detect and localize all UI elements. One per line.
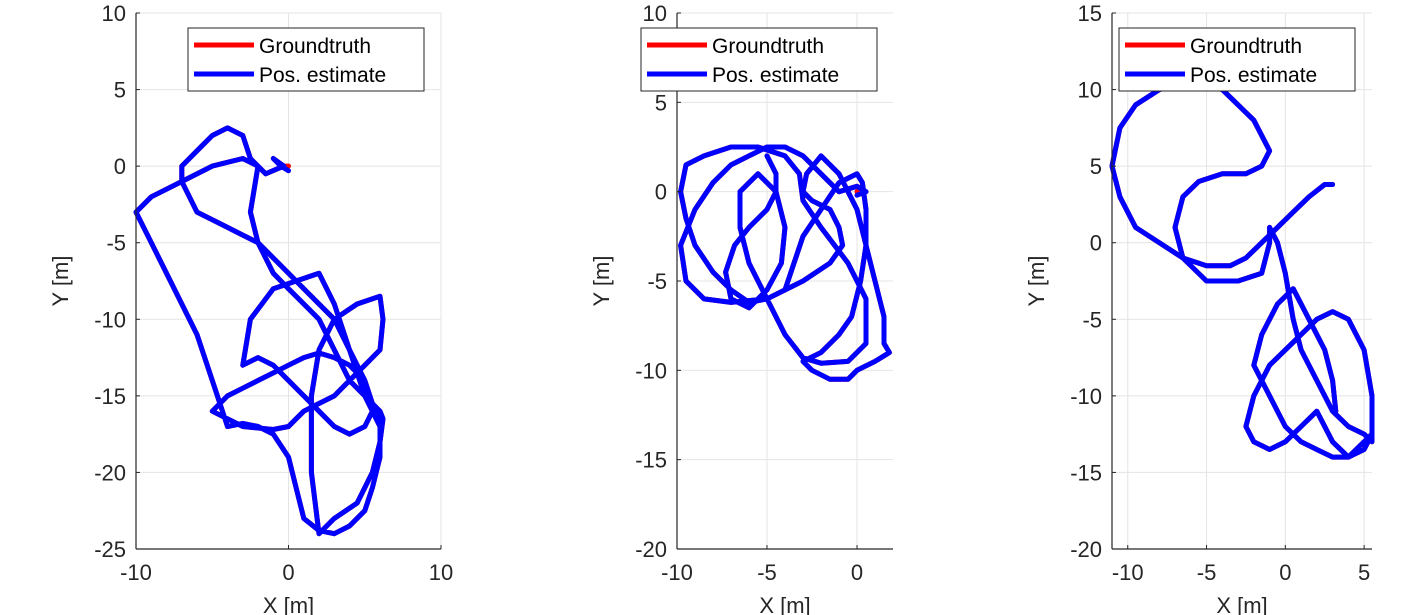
y-tick-label: -5 xyxy=(106,231,126,256)
legend-label: Groundtruth xyxy=(259,35,371,58)
y-tick-label: -20 xyxy=(635,537,667,562)
chart-panel-2: -10 -5 0 -20 -15 -10 -5 0 5 10 X [m] Y [m] Groundtru… xyxy=(589,1,893,615)
chart-panel-1: -10 0 10 -25 -20 -15 -10 -5 0 5 10 X [m] Y [m] Ground… xyxy=(48,1,453,615)
legend-label: Pos. estimate xyxy=(712,64,839,87)
y-tick-label: 5 xyxy=(114,78,126,103)
x-tick-label: 10 xyxy=(429,560,453,585)
legend-label: Pos. estimate xyxy=(259,64,386,87)
x-tick-label: -10 xyxy=(1112,560,1144,585)
legend: Groundtruth Pos. estimate xyxy=(640,27,878,92)
y-tick-label: -25 xyxy=(94,537,126,562)
x-tick-label: 5 xyxy=(1358,560,1370,585)
legend-label: Groundtruth xyxy=(1190,35,1302,58)
legend-label: Groundtruth xyxy=(712,35,824,58)
legend-box xyxy=(640,27,878,92)
x-tick-label: -10 xyxy=(120,560,152,585)
y-tick-label: 10 xyxy=(102,1,126,26)
y-tick-label: -10 xyxy=(94,307,126,332)
y-tick-label: -15 xyxy=(635,448,667,473)
x-tick-label: 0 xyxy=(282,560,294,585)
x-tick-label: 0 xyxy=(1279,560,1291,585)
y-tick-label: -10 xyxy=(635,358,667,383)
y-tick-label: 5 xyxy=(1090,154,1102,179)
legend-box xyxy=(187,27,425,92)
y-tick-label: 0 xyxy=(1090,231,1102,256)
y-axis-label: Y [m] xyxy=(589,256,614,307)
x-axis-label: X [m] xyxy=(263,593,314,615)
y-tick-label: -5 xyxy=(1082,307,1102,332)
y-tick-label: -20 xyxy=(1070,537,1102,562)
y-axis-label: Y [m] xyxy=(48,256,73,307)
x-tick-label: 0 xyxy=(851,560,863,585)
y-axis-label: Y [m] xyxy=(1024,256,1049,307)
y-tick-label: 0 xyxy=(114,154,126,179)
legend: Groundtruth Pos. estimate xyxy=(1118,27,1356,92)
y-tick-label: -10 xyxy=(1070,384,1102,409)
y-tick-label: -20 xyxy=(94,460,126,485)
y-tick-label: 5 xyxy=(655,90,667,115)
y-tick-label: -15 xyxy=(1070,460,1102,485)
series-line-pos-estimate xyxy=(133,125,386,537)
legend-box xyxy=(1118,27,1356,92)
legend: Groundtruth Pos. estimate xyxy=(187,27,425,92)
chart-panel-3: -10 -5 0 5 -20 -15 -10 -5 0 5 10 15 X [m] Y [m] Ground… xyxy=(1024,1,1375,615)
y-tick-label: -15 xyxy=(94,384,126,409)
x-tick-label: -10 xyxy=(661,560,693,585)
x-tick-label: -5 xyxy=(757,560,777,585)
legend-label: Pos. estimate xyxy=(1190,64,1317,87)
series-line-pos-estimate xyxy=(1109,79,1375,460)
y-tick-label: 10 xyxy=(1078,78,1102,103)
series-line-pos-estimate xyxy=(678,144,892,382)
x-tick-label: -5 xyxy=(1197,560,1217,585)
y-tick-label: 10 xyxy=(643,1,667,26)
x-axis-label: X [m] xyxy=(759,593,810,615)
y-tick-label: 0 xyxy=(655,180,667,205)
x-axis-label: X [m] xyxy=(1216,593,1267,615)
y-tick-label: 15 xyxy=(1078,1,1102,26)
y-tick-label: -5 xyxy=(647,269,667,294)
